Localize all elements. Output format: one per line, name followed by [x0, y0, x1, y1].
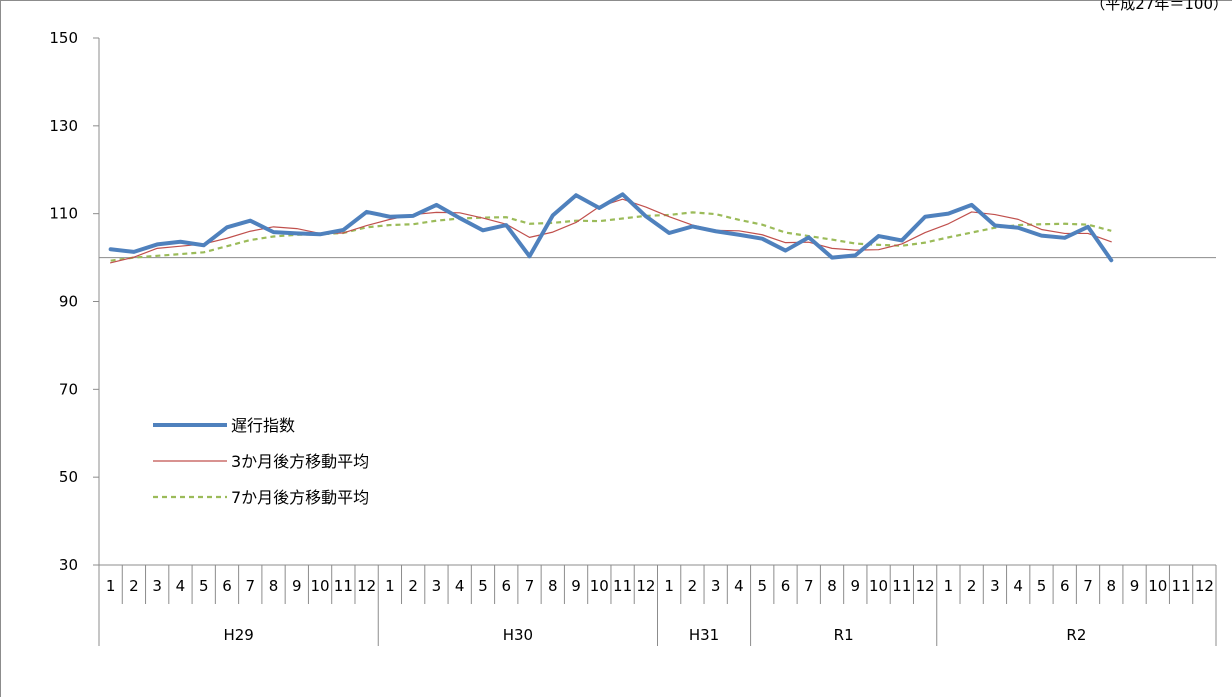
x-axis: 1 2 3 4 5 6 7 8 9 10 11 12 1 2 3 4 5 6 7 8 9 10 11 12 1 2 3 4 5 6 7 8 9 1… — [98, 564, 1217, 646]
legend-label: 遅行指数 — [231, 416, 295, 435]
unit-note: （平成27年＝100） — [1090, 0, 1228, 13]
x-tick-label: 11 — [613, 577, 632, 595]
x-tick-label: 7 — [804, 577, 814, 595]
y-tick-label: 130 — [49, 117, 78, 135]
series-line-1 — [108, 192, 1114, 263]
x-tick-label: 1 — [944, 577, 954, 595]
x-tick-label: 8 — [1107, 577, 1117, 595]
legend-item: 7か月後方移動平均 — [153, 488, 369, 507]
x-tick-label: 10 — [1148, 577, 1167, 595]
x-tick-label: 2 — [129, 577, 139, 595]
legend: 遅行指数 3か月後方移動平均 7か月後方移動平均 — [153, 416, 369, 507]
y-axis: 30 50 70 90 110 130 150 — [49, 29, 100, 574]
x-tick-label: 2 — [408, 577, 418, 595]
y-tick: 50 — [59, 468, 99, 486]
x-tick-label: 3 — [711, 577, 721, 595]
x-tick-label: 10 — [311, 577, 330, 595]
y-tick: 70 — [59, 380, 99, 398]
legend-item: 遅行指数 — [153, 416, 295, 435]
x-tick-label: 5 — [199, 577, 209, 595]
y-tick: 110 — [49, 205, 99, 223]
x-tick-label: 9 — [292, 577, 302, 595]
legend-item: 3か月後方移動平均 — [153, 452, 369, 471]
year-group-label: R1 — [834, 626, 854, 644]
year-group-label: R2 — [1066, 626, 1086, 644]
x-tick-label: 1 — [664, 577, 674, 595]
x-tick-label: 5 — [757, 577, 767, 595]
x-tick-label: 12 — [916, 577, 935, 595]
x-tick-label: 10 — [590, 577, 609, 595]
x-tick-label: 7 — [245, 577, 255, 595]
x-tick-label: 1 — [385, 577, 395, 595]
x-tick-label: 4 — [455, 577, 465, 595]
x-tick-label: 4 — [176, 577, 186, 595]
y-tick-label: 150 — [49, 29, 78, 47]
x-tick-label: 12 — [636, 577, 655, 595]
x-tick-label: 7 — [1083, 577, 1093, 595]
x-tick-label: 2 — [967, 577, 977, 595]
legend-label: 7か月後方移動平均 — [231, 488, 369, 507]
x-tick-label: 6 — [501, 577, 511, 595]
x-tick-label: 1 — [106, 577, 116, 595]
y-tick: 90 — [59, 293, 99, 311]
x-tick-label: 3 — [152, 577, 162, 595]
year-group-label: H31 — [689, 626, 719, 644]
y-tick: 30 — [59, 556, 99, 574]
y-tick-label: 70 — [59, 380, 78, 398]
x-tick-label: 9 — [571, 577, 581, 595]
y-tick-label: 50 — [59, 468, 78, 486]
y-tick: 150 — [49, 29, 99, 47]
x-tick-label: 12 — [1195, 577, 1214, 595]
x-tick-label: 6 — [222, 577, 232, 595]
x-tick-label: 11 — [334, 577, 353, 595]
x-tick-label: 11 — [892, 577, 911, 595]
y-tick-label: 110 — [49, 205, 78, 223]
x-tick-label: 6 — [1060, 577, 1070, 595]
series-layer — [108, 192, 1114, 264]
series-line-3 — [110, 211, 1112, 262]
year-group-label: H29 — [223, 626, 253, 644]
y-tick: 130 — [49, 117, 99, 135]
y-tick-label: 90 — [59, 293, 78, 311]
x-tick-label: 3 — [990, 577, 1000, 595]
x-tick-label: 7 — [525, 577, 535, 595]
x-tick-label: 6 — [781, 577, 791, 595]
x-tick-label: 12 — [357, 577, 376, 595]
x-tick-label: 5 — [478, 577, 488, 595]
x-tick-label: 8 — [269, 577, 279, 595]
x-tick-label: 11 — [1172, 577, 1191, 595]
x-tick-label: 3 — [432, 577, 442, 595]
x-tick-label: 8 — [827, 577, 837, 595]
x-tick-label: 4 — [1013, 577, 1023, 595]
x-tick-label: 2 — [688, 577, 698, 595]
legend-label: 3か月後方移動平均 — [231, 452, 369, 471]
x-tick-label: 4 — [734, 577, 744, 595]
x-tick-label: 9 — [1130, 577, 1140, 595]
x-tick-label: 9 — [851, 577, 861, 595]
year-group-label: H30 — [503, 626, 533, 644]
x-tick-label: 10 — [869, 577, 888, 595]
x-tick-label: 5 — [1037, 577, 1047, 595]
y-tick-label: 30 — [59, 556, 78, 574]
x-tick-label: 8 — [548, 577, 558, 595]
